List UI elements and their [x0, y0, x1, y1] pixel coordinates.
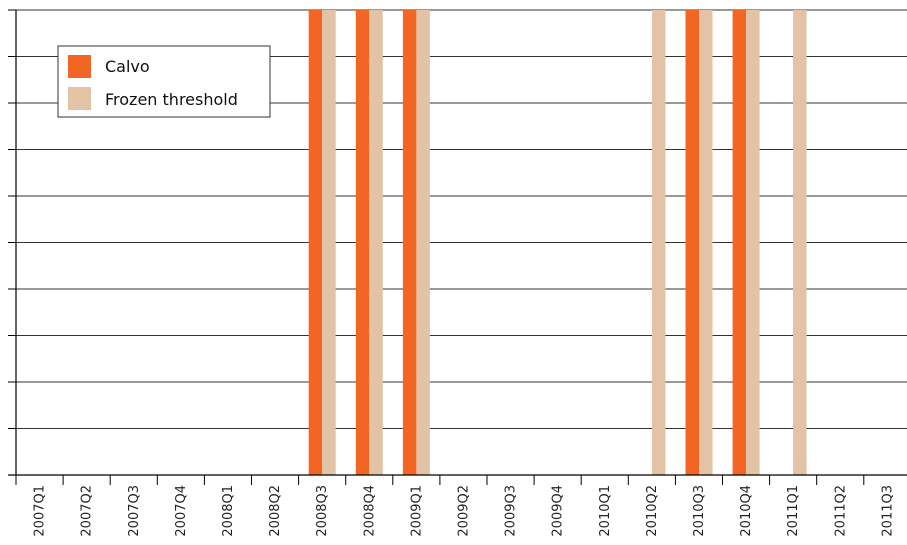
x-tick-label: 2011Q2 — [833, 485, 848, 537]
x-tick-label: 2010Q2 — [645, 485, 660, 537]
x-tick-label: 2009Q1 — [409, 485, 424, 537]
x-tick-label: 2007Q3 — [127, 485, 142, 537]
x-tick-label: 2007Q1 — [33, 485, 48, 537]
x-tick-label: 2008Q1 — [221, 485, 236, 537]
bars — [308, 10, 807, 475]
legend: Calvo Frozen threshold — [57, 45, 271, 118]
x-tick-label: 2007Q2 — [80, 485, 95, 537]
x-tick-label: 2008Q4 — [362, 485, 377, 537]
bar-calvo-2008Q3 — [308, 10, 323, 475]
legend-swatch-frozen-threshold — [68, 87, 91, 110]
bar-calvo-2008Q4 — [355, 10, 370, 475]
x-tick-label: 2010Q3 — [692, 485, 707, 537]
bar-calvo-2010Q4 — [732, 10, 747, 475]
x-tick-label: 2011Q1 — [786, 485, 801, 537]
legend-label-frozen-threshold: Frozen threshold — [105, 90, 238, 109]
x-tick-labels: 2007Q1 2007Q2 2007Q3 2007Q4 2008Q1 2008Q2 2008… — [33, 485, 896, 537]
bar-frozen-threshold-2008Q4 — [369, 10, 383, 475]
bar-calvo-2010Q3 — [685, 10, 699, 475]
bar-frozen-threshold-2010Q3 — [699, 10, 713, 475]
bar-frozen-threshold-2010Q2 — [651, 10, 666, 475]
x-tick-label: 2009Q3 — [504, 485, 519, 537]
x-tick-label: 2009Q2 — [456, 485, 471, 537]
x-tick-label: 2007Q4 — [174, 485, 189, 537]
x-tick-label: 2009Q4 — [551, 485, 566, 537]
axes — [8, 9, 907, 485]
bar-frozen-threshold-2008Q3 — [322, 10, 336, 475]
legend-box — [57, 45, 271, 118]
x-tick-label: 2010Q1 — [598, 485, 613, 537]
bar-calvo-2009Q1 — [402, 10, 417, 475]
bar-frozen-threshold-2011Q1 — [793, 10, 807, 475]
legend-swatch-calvo — [68, 55, 91, 78]
bar-frozen-threshold-2010Q4 — [746, 10, 760, 475]
x-tick-label: 2010Q4 — [739, 485, 754, 537]
legend-label-calvo: Calvo — [105, 57, 150, 76]
x-tick-label: 2011Q3 — [880, 485, 895, 537]
bar-frozen-threshold-2009Q1 — [416, 10, 430, 475]
x-tick-label: 2008Q2 — [268, 485, 283, 537]
x-tick-label: 2008Q3 — [315, 485, 330, 537]
